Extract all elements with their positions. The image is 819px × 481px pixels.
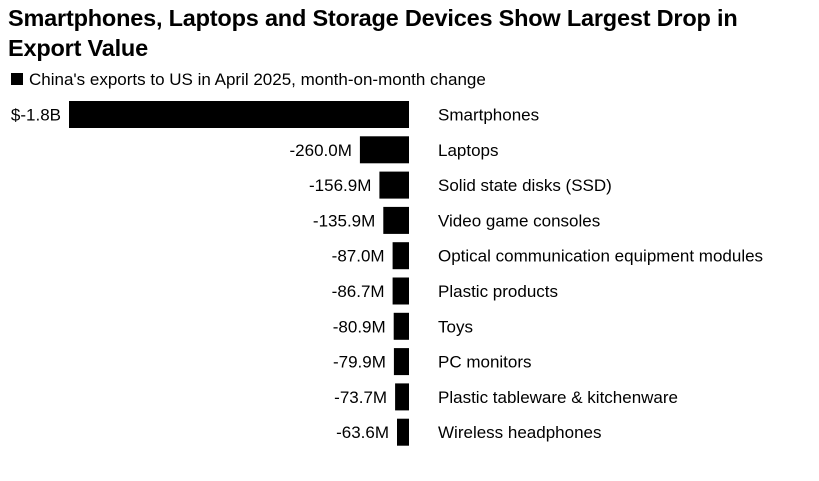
category-label: Toys	[438, 317, 473, 336]
bar	[383, 206, 409, 234]
category-label: Video game consoles	[438, 211, 600, 230]
value-label: $-1.8B	[11, 106, 61, 125]
category-label: Plastic products	[438, 282, 558, 301]
value-label: -135.9M	[313, 211, 375, 230]
category-label: Smartphones	[438, 106, 539, 125]
value-label: -260.0M	[290, 141, 352, 160]
bar	[69, 101, 409, 128]
category-label: Laptops	[438, 141, 499, 160]
value-label: -156.9M	[309, 176, 371, 195]
category-label: Optical communication equipment modules	[438, 247, 763, 266]
bar	[359, 136, 409, 164]
bar	[379, 171, 409, 199]
bar	[397, 418, 409, 446]
bar	[393, 348, 409, 376]
value-label: -79.9M	[333, 353, 386, 372]
category-label: PC monitors	[438, 353, 532, 372]
value-label: -73.7M	[334, 388, 387, 407]
category-label: Solid state disks (SSD)	[438, 176, 612, 195]
value-label: -63.6M	[336, 423, 389, 442]
category-label: Wireless headphones	[438, 423, 601, 442]
bar	[392, 242, 409, 270]
legend: China's exports to US in April 2025, mon…	[11, 69, 486, 91]
value-label: -86.7M	[332, 282, 385, 301]
bar	[393, 312, 409, 340]
legend-label: China's exports to US in April 2025, mon…	[29, 70, 486, 89]
legend-swatch	[11, 73, 23, 85]
bar	[395, 383, 409, 411]
value-label: -87.0M	[332, 247, 385, 266]
chart-title: Smartphones, Laptops and Storage Devices…	[8, 5, 738, 61]
category-label: Plastic tableware & kitchenware	[438, 388, 678, 407]
value-label: -80.9M	[333, 317, 386, 336]
bar	[392, 277, 409, 305]
